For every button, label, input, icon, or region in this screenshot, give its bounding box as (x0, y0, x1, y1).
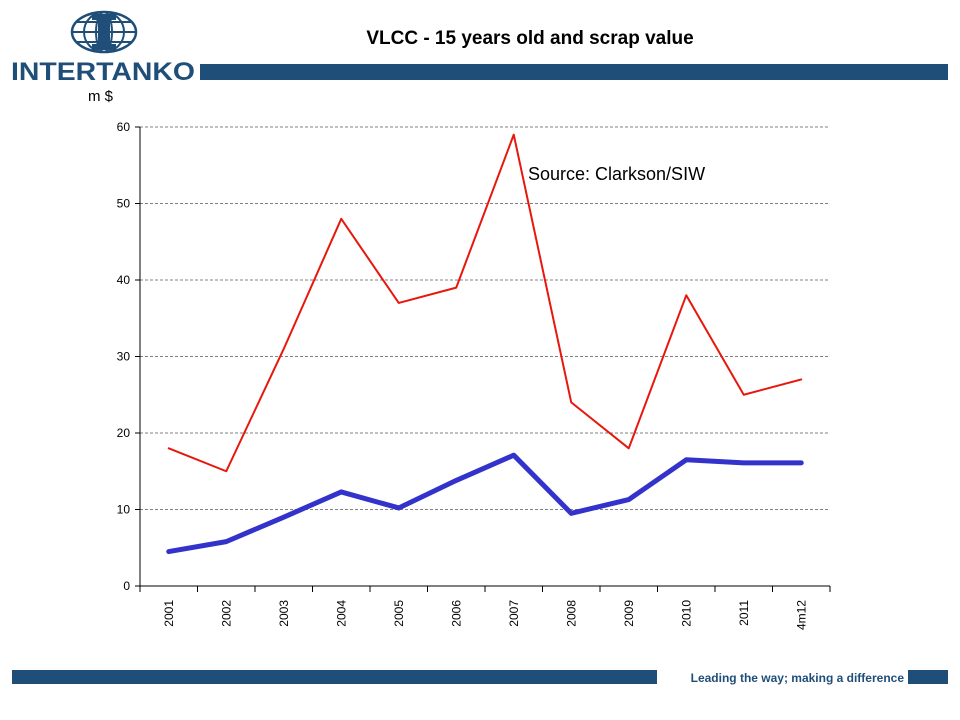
gridlines (140, 126, 830, 510)
x-tick-label: 2003 (277, 600, 291, 627)
y-axis-unit-label: m $ (88, 88, 114, 105)
globe-icon (70, 10, 138, 54)
x-tick-label: 2006 (449, 600, 463, 627)
y-tick-label: 30 (117, 350, 131, 364)
intertanko-logo: INTERTANKO (11, 10, 195, 86)
y-tick-label: 50 (117, 197, 131, 211)
page-title: VLCC - 15 years old and scrap value (366, 28, 694, 49)
x-tick-label: 2004 (334, 600, 348, 627)
x-tick-label: 2002 (219, 600, 233, 627)
series-lines (166, 133, 804, 555)
y-tick-label: 10 (117, 503, 131, 517)
y-tick-label: 0 (123, 579, 130, 593)
brand-wordmark: INTERTANKO (11, 58, 195, 86)
header-bar (200, 64, 948, 80)
footer-tagline: Leading the way; making a difference (690, 671, 904, 685)
source-annotation: Source: Clarkson/SIW (528, 164, 706, 184)
x-axis-ticks: 2001 2002 2003 2004 2005 2006 2007 2008 2009 2010… (139, 586, 831, 630)
x-tick-label: 2010 (679, 600, 693, 627)
x-tick-label: 2005 (392, 600, 406, 627)
y-tick-label: 20 (117, 426, 131, 440)
y-axis-ticks: 0 10 20 30 40 50 60 (117, 120, 140, 593)
x-tick-label: 2008 (564, 600, 578, 627)
series-line-red (167, 133, 803, 473)
y-tick-label: 40 (117, 273, 131, 287)
x-tick-label: 2001 (162, 600, 176, 627)
x-tick-label: 2011 (737, 600, 751, 626)
x-tick-label: 4m12 (794, 600, 808, 630)
y-tick-label: 60 (117, 120, 131, 134)
x-tick-label: 2007 (507, 600, 521, 627)
footer-bar-right (908, 670, 948, 684)
x-tick-label: 2009 (622, 600, 636, 627)
series-line-blue (166, 452, 804, 555)
footer-bar-left (12, 670, 657, 684)
